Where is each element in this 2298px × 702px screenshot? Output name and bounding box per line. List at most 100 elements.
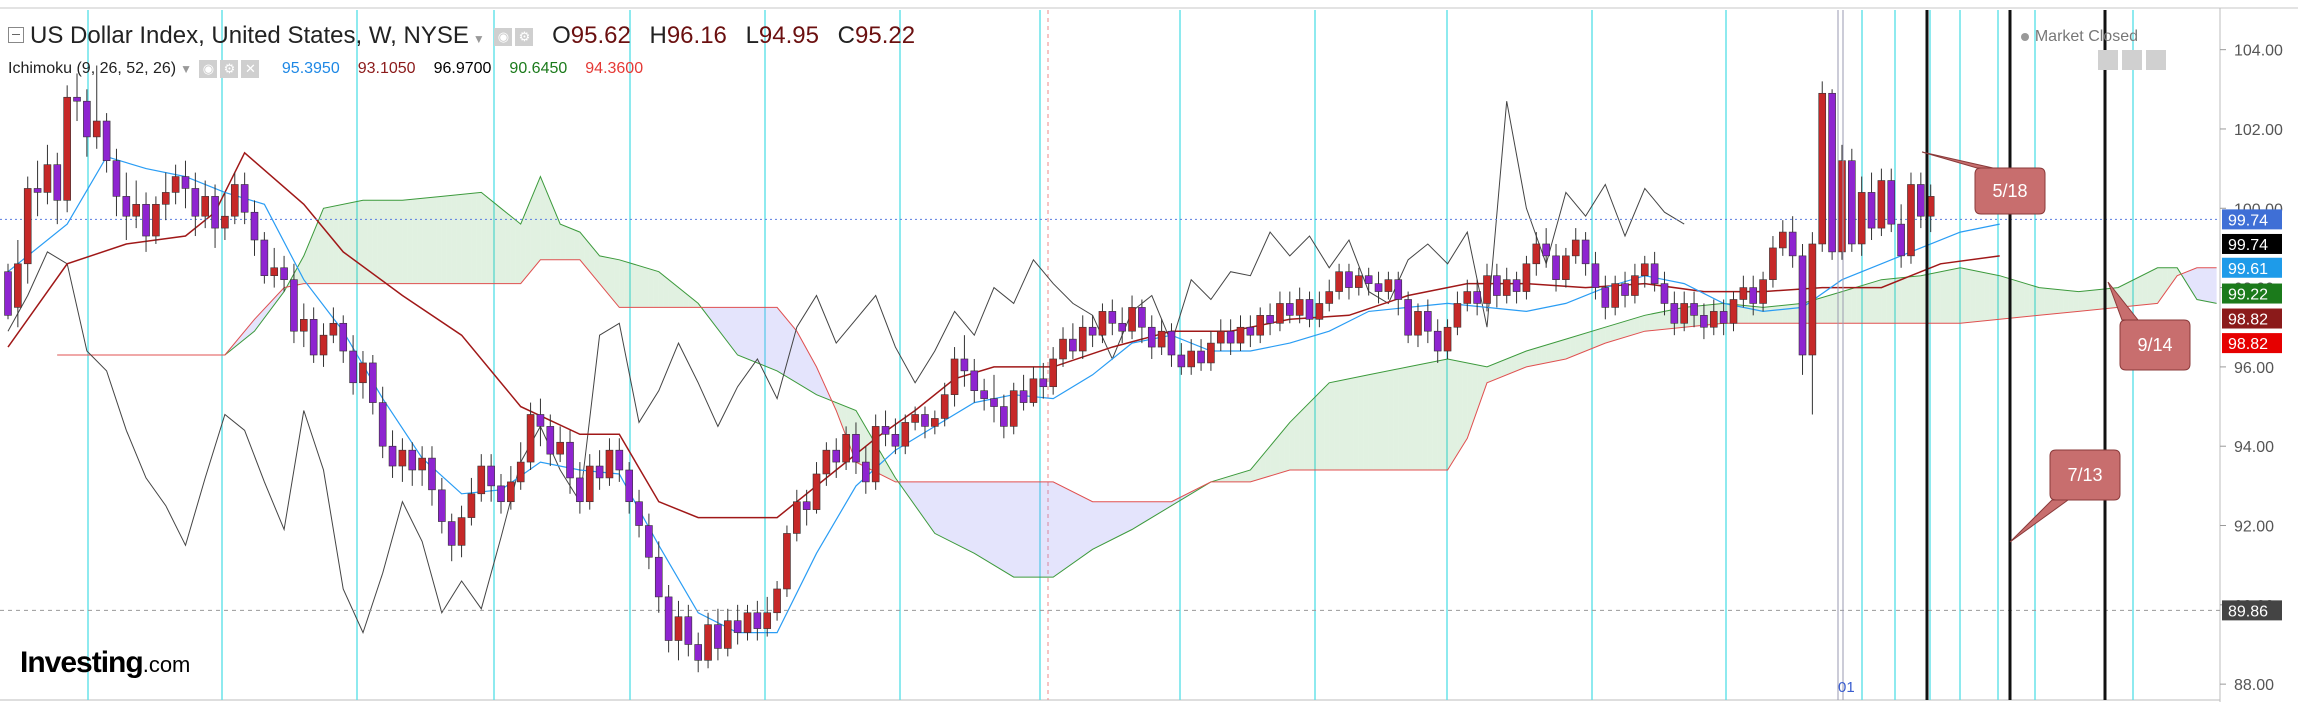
cloud-segment <box>2127 280 2133 307</box>
candle-body <box>33 188 42 193</box>
settings-icon[interactable]: ⚙ <box>220 60 239 78</box>
price-tag <box>2222 308 2282 329</box>
visibility-icon[interactable]: ◉ <box>199 60 218 78</box>
callout-1[interactable]: 9/14 <box>2107 281 2191 371</box>
cloud-segment <box>471 192 477 284</box>
cloud-segment <box>417 198 423 284</box>
cloud-segment <box>634 264 639 308</box>
cloud-segment <box>1097 501 1103 547</box>
cloud-segment <box>1595 328 1601 348</box>
cloud-segment <box>476 192 482 284</box>
price-tag-label: 98.82 <box>2228 336 2268 353</box>
cloud-segment <box>777 307 782 374</box>
cloud-segment <box>1112 501 1118 540</box>
cloud-segment <box>1777 305 1783 324</box>
candle-body <box>122 196 131 217</box>
cloud-segment <box>1284 422 1290 472</box>
cloud-segment <box>1487 364 1492 383</box>
candle-body <box>359 362 367 384</box>
callout-0[interactable]: 5/18 <box>1921 151 2046 215</box>
candle-body <box>852 434 860 463</box>
cloud-segment <box>925 481 930 527</box>
cloud-segment <box>274 292 280 305</box>
cloud-segment <box>540 176 546 260</box>
candle-body <box>418 457 426 471</box>
symbol-title: US Dollar Index, United States, W, NYSE <box>30 22 469 49</box>
cloud-segment <box>836 402 842 424</box>
candle-body <box>408 449 417 471</box>
cloud-segment <box>1329 381 1335 470</box>
cloud-segment <box>1383 370 1389 470</box>
candle-body <box>1088 326 1097 336</box>
cloud-segment <box>964 481 970 551</box>
cloud-segment <box>1378 371 1384 470</box>
cloud-segment <box>1151 501 1157 518</box>
cloud-segment <box>1122 501 1128 535</box>
cloud-segment <box>436 196 442 284</box>
cloud-segment <box>609 257 615 302</box>
candle-body <box>438 489 446 522</box>
cloud-segment <box>1418 363 1423 470</box>
cloud-segment <box>1639 315 1645 333</box>
callout-label: 7/13 <box>2067 465 2102 485</box>
candle-body <box>1078 326 1087 352</box>
cloud-segment <box>407 199 413 284</box>
y-tick-label: 104.00 <box>2234 43 2283 60</box>
chevron-down-icon[interactable]: ▼ <box>180 62 192 77</box>
candle-body <box>585 465 594 503</box>
cloud-segment <box>560 224 566 260</box>
settings-icon[interactable]: ⚙ <box>515 27 534 46</box>
cloud-segment <box>1028 481 1034 578</box>
candle-body <box>1394 279 1403 300</box>
cloud-segment <box>1447 359 1453 470</box>
cloud-segment <box>2053 289 2059 314</box>
cloud-segment <box>915 481 920 513</box>
candle-body <box>1039 378 1048 388</box>
cloud-segment <box>1516 353 1522 371</box>
candle-body <box>694 644 703 661</box>
cloud-segment <box>1491 362 1497 381</box>
cloud-segment <box>2014 280 2020 318</box>
cloud-segment <box>905 481 911 499</box>
collapse-icon[interactable] <box>8 26 24 43</box>
cloud-segment <box>446 195 452 284</box>
cloud-segment <box>1817 297 1823 324</box>
investing-logo: Investing.com <box>20 646 190 680</box>
candle-body <box>704 624 712 661</box>
y-tick-label: 92.00 <box>2234 519 2274 536</box>
indicator-value: 93.1050 <box>357 60 416 78</box>
cloud-segment <box>565 226 570 260</box>
cloud-segment <box>363 200 368 284</box>
cloud-segment <box>1935 271 1941 324</box>
candle-body <box>339 322 348 352</box>
kijun-sen <box>7 151 2000 519</box>
cloud-segment <box>1235 473 1241 482</box>
candle-body <box>1335 271 1343 292</box>
cloud-segment <box>1240 471 1246 482</box>
cloud-segment <box>1768 306 1773 324</box>
cloud-segment <box>412 198 418 284</box>
candle-body <box>1818 92 1827 245</box>
candle-body <box>1719 311 1728 324</box>
close-icon[interactable]: ✕ <box>241 60 260 78</box>
cloud-segment <box>1886 278 1892 324</box>
candle-body <box>1463 291 1472 304</box>
cloud-segment <box>939 481 945 539</box>
cloud-segment <box>1314 392 1320 470</box>
cloud-segment <box>688 295 694 308</box>
cloud-segment <box>1092 501 1098 550</box>
cloud-segment <box>333 205 339 284</box>
callout-2[interactable]: 7/13 <box>2009 449 2121 543</box>
cloud-segment <box>816 366 822 397</box>
visibility-icon[interactable]: ◉ <box>494 27 513 46</box>
candle-body <box>1709 311 1718 328</box>
candle-body <box>1197 350 1205 364</box>
cloud-segment <box>1526 349 1532 367</box>
candle-body <box>723 620 732 649</box>
y-tick-label: 94.00 <box>2234 439 2274 456</box>
candle-body <box>280 267 288 280</box>
chevron-down-icon[interactable]: ▼ <box>472 32 485 46</box>
cloud-segment <box>234 337 240 348</box>
candle-body <box>1897 223 1905 257</box>
